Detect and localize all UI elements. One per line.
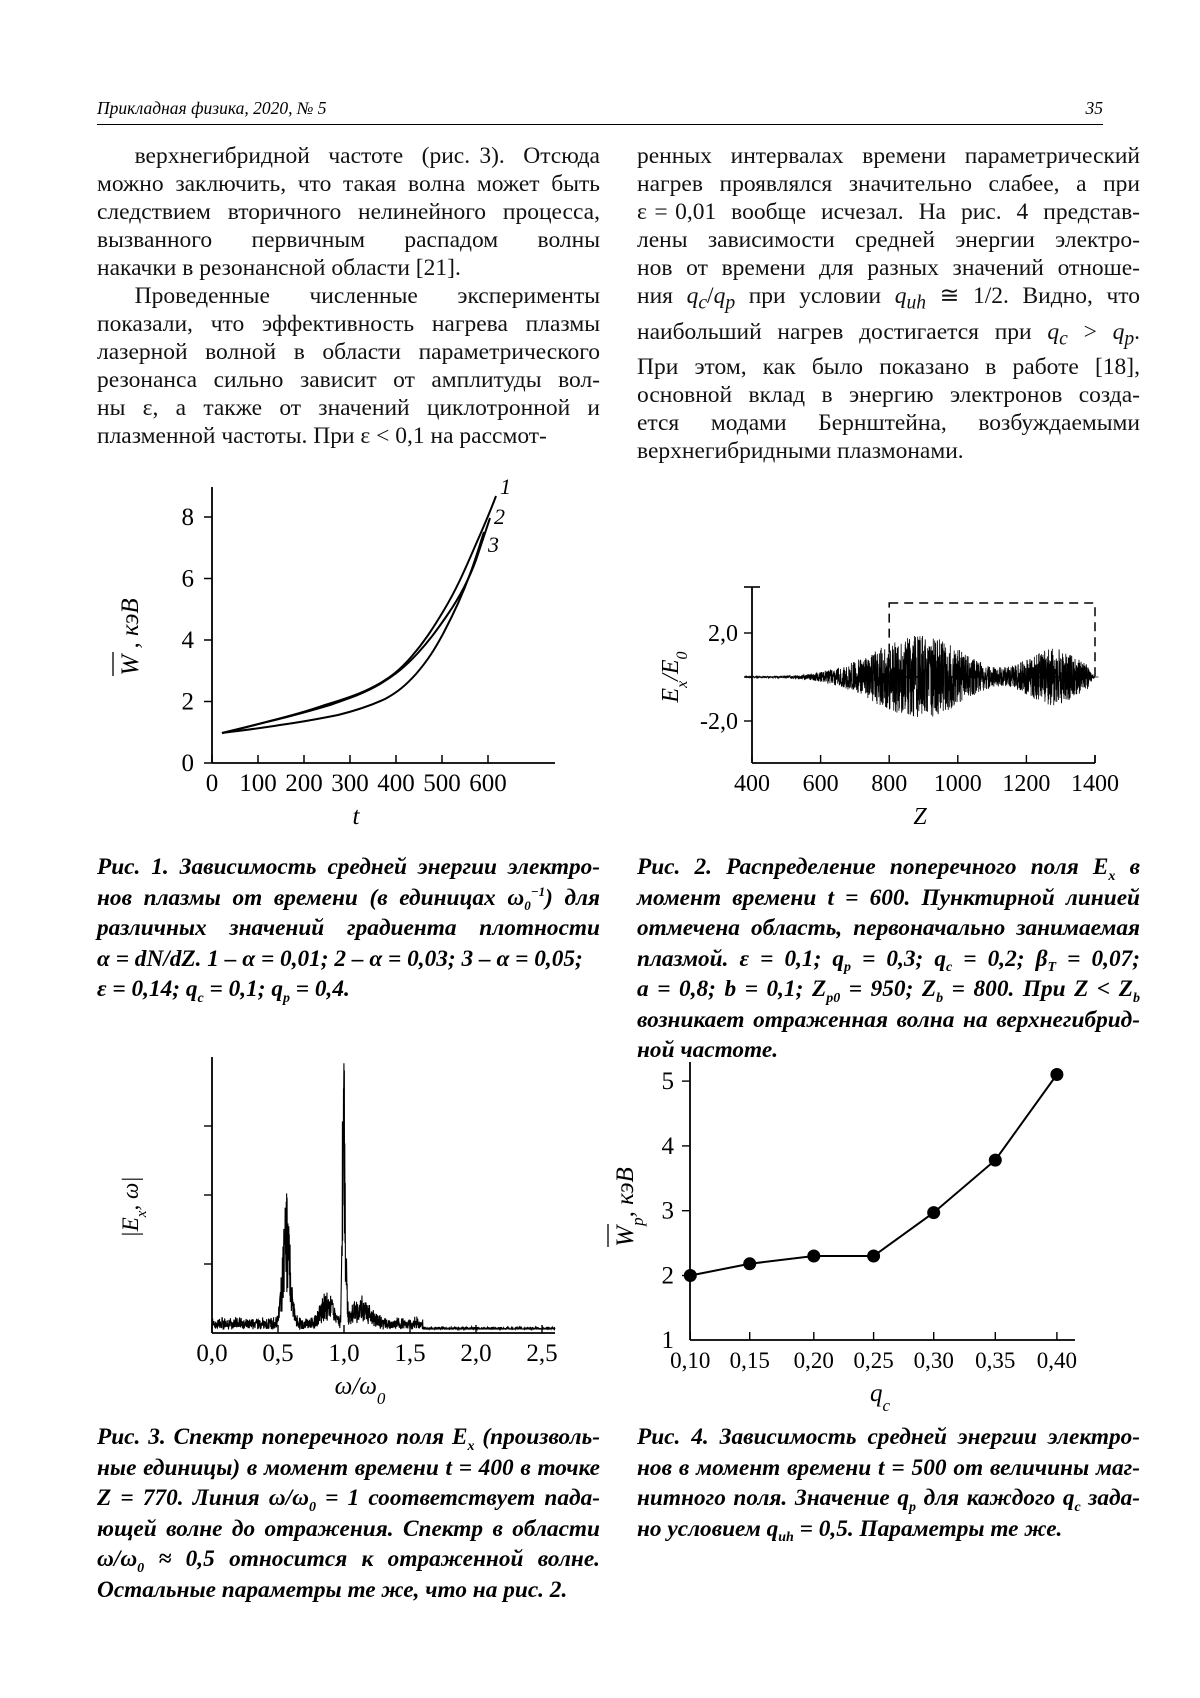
- svg-text:1400: 1400: [1071, 771, 1119, 797]
- svg-text:0,0: 0,0: [196, 1340, 227, 1367]
- svg-text:0,40: 0,40: [1037, 1348, 1077, 1373]
- svg-text:qc: qc: [870, 1380, 891, 1415]
- svg-text:2,5: 2,5: [526, 1340, 557, 1367]
- svg-text:3: 3: [662, 1198, 675, 1225]
- svg-text:300: 300: [331, 770, 369, 797]
- svg-text:-2,0: -2,0: [700, 709, 738, 735]
- svg-text:4: 4: [662, 1133, 675, 1160]
- svg-text:0: 0: [182, 750, 195, 777]
- svg-text:1: 1: [500, 474, 511, 499]
- svg-text:200: 200: [285, 770, 323, 797]
- svg-text:|Ex, ω|: |Ex, ω|: [118, 1176, 150, 1237]
- svg-text:500: 500: [423, 770, 461, 797]
- svg-text:Wp, кэВ: Wp, кэВ: [612, 1167, 647, 1247]
- svg-text:W , кэВ: W , кэВ: [117, 598, 144, 675]
- svg-text:0,25: 0,25: [853, 1348, 893, 1373]
- svg-text:ω/ω0: ω/ω0: [335, 1373, 386, 1408]
- svg-text:0,35: 0,35: [975, 1348, 1015, 1373]
- svg-text:400: 400: [734, 771, 770, 797]
- svg-text:2,0: 2,0: [708, 621, 738, 647]
- svg-text:1,0: 1,0: [328, 1340, 359, 1367]
- svg-text:100: 100: [239, 770, 277, 797]
- svg-text:2: 2: [182, 689, 195, 716]
- svg-text:3: 3: [487, 532, 499, 557]
- svg-text:600: 600: [469, 770, 507, 797]
- svg-text:t: t: [353, 803, 361, 830]
- svg-text:Ex/E0: Ex/E0: [658, 651, 691, 703]
- svg-text:1,5: 1,5: [394, 1340, 425, 1367]
- svg-text:4: 4: [182, 627, 195, 654]
- svg-text:1000: 1000: [934, 771, 982, 797]
- svg-text:2: 2: [494, 504, 505, 529]
- svg-text:0,30: 0,30: [914, 1348, 954, 1373]
- svg-text:1200: 1200: [1002, 771, 1050, 797]
- svg-text:0,15: 0,15: [730, 1348, 770, 1373]
- svg-text:2: 2: [662, 1263, 675, 1290]
- svg-text:8: 8: [182, 504, 195, 531]
- svg-text:6: 6: [182, 566, 195, 593]
- svg-text:Z: Z: [913, 804, 927, 830]
- svg-text:2,0: 2,0: [460, 1340, 491, 1367]
- svg-text:5: 5: [662, 1068, 675, 1095]
- svg-text:0,5: 0,5: [262, 1340, 293, 1367]
- svg-text:800: 800: [871, 771, 907, 797]
- svg-text:0: 0: [206, 770, 219, 797]
- svg-text:400: 400: [377, 770, 415, 797]
- svg-text:0,20: 0,20: [794, 1348, 834, 1373]
- svg-text:0,10: 0,10: [670, 1348, 710, 1373]
- svg-text:600: 600: [803, 771, 839, 797]
